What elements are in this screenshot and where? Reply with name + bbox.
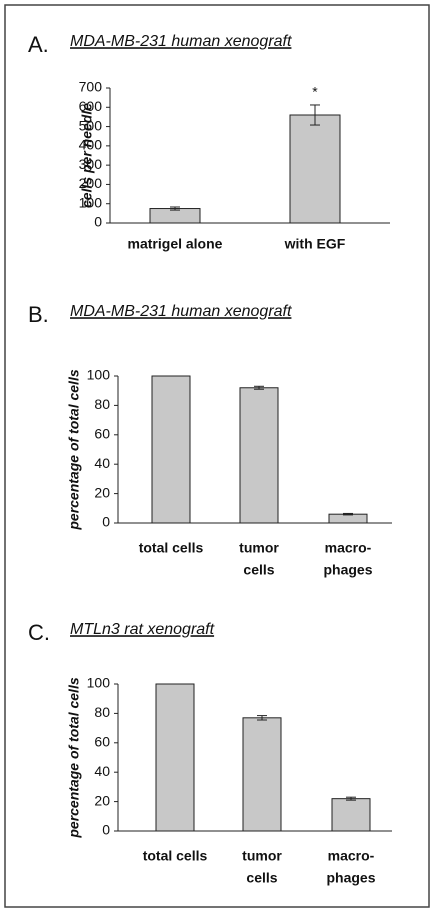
bar <box>331 798 371 832</box>
bar <box>289 114 341 224</box>
bar <box>239 387 279 524</box>
panel-title: MDA-MB-231 human xenograft <box>70 33 292 50</box>
panel-title: MTLn3 rat xenograft <box>70 621 215 638</box>
y-tick-label: 20 <box>94 484 110 500</box>
x-tick-label: cells <box>246 870 277 886</box>
panel-label: A. <box>28 32 49 57</box>
y-tick-label: 500 <box>79 117 103 133</box>
x-tick-label: total cells <box>139 540 204 556</box>
y-tick-label: 60 <box>94 426 110 442</box>
y-tick-label: 0 <box>102 822 110 838</box>
y-tick-label: 400 <box>79 137 103 153</box>
y-axis-label: cells per needle <box>79 103 95 208</box>
panel-title: MDA-MB-231 human xenograft <box>70 303 292 320</box>
x-tick-label: tumor <box>242 848 282 864</box>
y-tick-label: 300 <box>79 156 103 172</box>
y-tick-label: 40 <box>94 455 110 471</box>
bar <box>242 717 282 832</box>
y-tick-label: 80 <box>94 396 110 412</box>
y-axis-label: percentage of total cells <box>66 369 82 530</box>
y-tick-label: 40 <box>94 763 110 779</box>
y-tick-label: 0 <box>102 514 110 530</box>
y-tick-label: 100 <box>87 675 111 691</box>
significance-marker: * <box>312 84 318 100</box>
y-tick-label: 700 <box>79 79 103 95</box>
x-tick-label: tumor <box>239 540 279 556</box>
panel-label: B. <box>28 302 49 327</box>
y-tick-label: 100 <box>87 367 111 383</box>
y-tick-label: 80 <box>94 704 110 720</box>
bar <box>328 513 368 524</box>
y-tick-label: 60 <box>94 734 110 750</box>
y-tick-label: 100 <box>79 194 103 210</box>
y-tick-label: 20 <box>94 792 110 808</box>
x-tick-label: macro- <box>325 540 372 556</box>
x-tick-label: phages <box>323 562 372 578</box>
bar <box>149 208 201 224</box>
panel-label: C. <box>28 620 50 645</box>
x-tick-label: total cells <box>143 848 208 864</box>
frame <box>4 4 430 908</box>
bar <box>155 683 195 832</box>
x-tick-label: matrigel alone <box>128 236 223 252</box>
x-tick-label: with EGF <box>284 236 346 252</box>
y-axis-label: percentage of total cells <box>66 677 82 838</box>
bar <box>151 375 191 524</box>
x-tick-label: macro- <box>328 848 375 864</box>
y-tick-label: 200 <box>79 175 103 191</box>
x-tick-label: phages <box>326 870 375 886</box>
y-tick-label: 600 <box>79 98 103 114</box>
x-tick-label: cells <box>243 562 274 578</box>
y-tick-label: 0 <box>94 214 102 230</box>
